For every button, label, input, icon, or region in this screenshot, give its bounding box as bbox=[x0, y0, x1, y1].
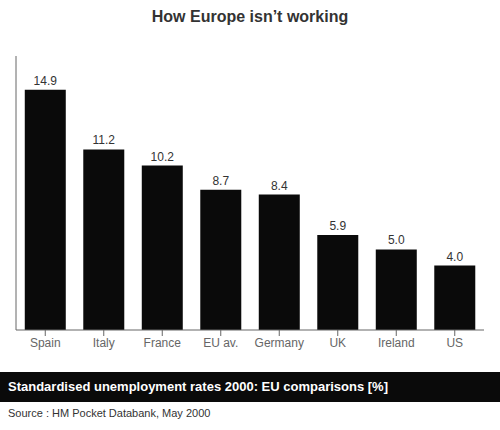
svg-text:Germany: Germany bbox=[255, 336, 304, 350]
svg-text:8.4: 8.4 bbox=[271, 179, 288, 193]
svg-text:UK: UK bbox=[329, 336, 346, 350]
html-text:Standardised unemployment rate: Standardised unemployment rates 2000: EU… bbox=[8, 379, 388, 394]
html-text:How Europe isn’t working: How Europe isn’t working bbox=[151, 8, 349, 25]
svg-text:France: France bbox=[144, 336, 182, 350]
svg-text:5.9: 5.9 bbox=[329, 219, 346, 233]
svg-text:11.2: 11.2 bbox=[93, 133, 116, 147]
svg-text:10.2: 10.2 bbox=[151, 150, 175, 164]
svg-text:4.0: 4.0 bbox=[446, 250, 463, 264]
svg-text:US: US bbox=[446, 336, 463, 350]
svg-text:8.7: 8.7 bbox=[212, 174, 229, 188]
svg-text:Spain: Spain bbox=[30, 336, 61, 350]
svg-text:Ireland: Ireland bbox=[378, 336, 415, 350]
svg-text:EU av.: EU av. bbox=[203, 336, 238, 350]
svg-text:14.9: 14.9 bbox=[34, 74, 58, 88]
svg-text:5.0: 5.0 bbox=[388, 233, 405, 247]
svg-text:Italy: Italy bbox=[93, 336, 115, 350]
html-text:Source : HM Pocket Databank, M: Source : HM Pocket Databank, May 2000 bbox=[8, 407, 211, 419]
